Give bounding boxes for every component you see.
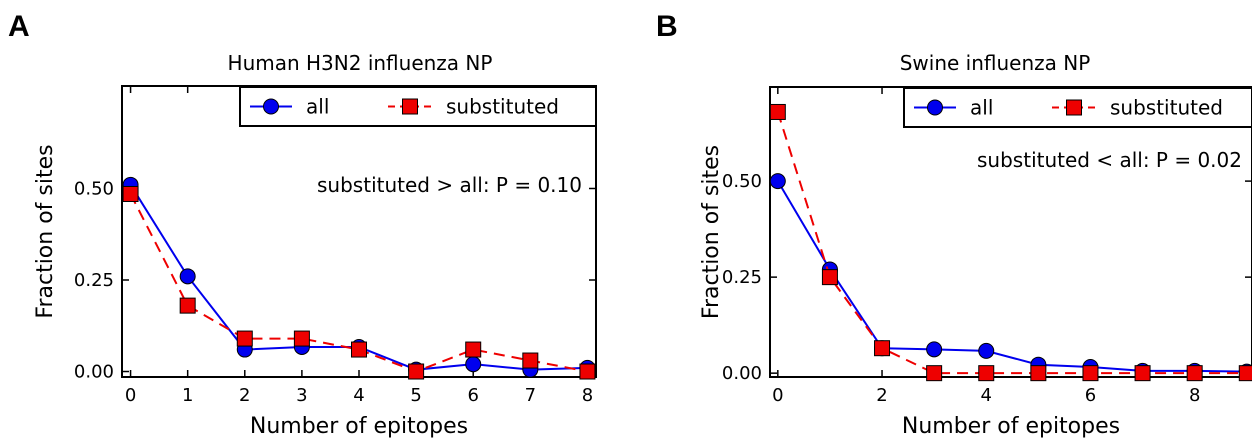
y-tick-label: 0.00 [722,363,762,384]
y-tick-label: 0.25 [74,270,114,291]
x-tick-label: 1 [182,385,193,406]
panel-label-b: B [656,10,678,43]
x-tick-label: 8 [1189,385,1200,406]
data-point-substituted [465,341,482,358]
chart-title: Swine influenza NP [900,51,1091,75]
data-point-substituted [1238,365,1252,382]
plot-frame [769,86,1252,378]
data-point-all [926,341,943,358]
data-point-substituted [874,340,891,357]
legend-label-all: all [306,95,329,119]
x-tick-label: 6 [467,385,478,406]
legend-marker-all [263,98,279,115]
data-point-all [978,342,995,359]
legend-marker-all [927,99,943,116]
data-point-substituted [179,297,196,314]
data-point-substituted [293,330,310,347]
legend-label-substituted: substituted [1110,96,1223,120]
legend-marker-substituted [1066,99,1082,116]
x-tick-label: 0 [772,385,783,406]
data-point-substituted [522,352,539,369]
chart-title: Human H3N2 influenza NP [228,51,493,75]
data-point-substituted [926,365,943,382]
data-point-substituted [769,103,786,120]
x-tick-label: 6 [1085,385,1096,406]
data-point-substituted [408,363,425,380]
data-point-all [465,356,482,373]
y-axis-label: Fraction of sites [699,145,724,319]
data-point-substituted [1082,365,1099,382]
y-tick-label: 0.50 [74,178,114,199]
plot-frame [121,85,597,378]
data-point-substituted [1186,365,1203,382]
x-tick-label: 8 [582,385,593,406]
x-tick-label: 5 [410,385,421,406]
x-tick-label: 7 [525,385,536,406]
chart-a: Human H3N2 influenza NP 0 1 2 3 4 5 6 7 8 0.00 0.25… [33,51,597,439]
data-point-substituted [122,185,139,202]
y-tick-label: 0.25 [722,267,762,288]
y-tick-label: 0.00 [74,362,114,383]
p-value-annotation: substituted > all: P = 0.10 [317,173,582,197]
data-point-all [769,173,786,190]
y-tick-label: 0.50 [722,171,762,192]
legend-label-all: all [970,96,993,120]
panel-label-a: A [8,10,30,43]
x-axis-label: Number of epitopes [250,414,468,439]
series-line-substituted [776,111,1247,375]
x-tick-label: 2 [876,385,887,406]
series-line-all [776,180,1247,373]
p-value-annotation: substituted < all: P = 0.02 [977,148,1242,172]
data-point-substituted [351,341,367,358]
y-axis-label: Fraction of sites [33,144,58,318]
chart-b: Swine influenza NP 0 2 4 6 8 0.00 0.25 0.50 Numbe… [699,51,1252,439]
x-tick-label: 0 [125,385,136,406]
data-point-substituted [1030,365,1047,382]
data-point-all [179,268,196,285]
data-point-substituted [236,330,253,347]
x-tick-label: 2 [239,385,250,406]
x-tick-label: 4 [981,385,992,406]
legend-label-substituted: substituted [446,95,559,119]
data-point-substituted [978,365,995,382]
data-point-substituted [579,363,596,380]
data-point-substituted [821,269,838,286]
x-tick-label: 4 [353,385,364,406]
x-axis-label: Number of epitopes [902,414,1120,439]
legend-marker-substituted [402,98,418,115]
x-tick-label: 3 [296,385,307,406]
data-point-substituted [1134,365,1151,382]
